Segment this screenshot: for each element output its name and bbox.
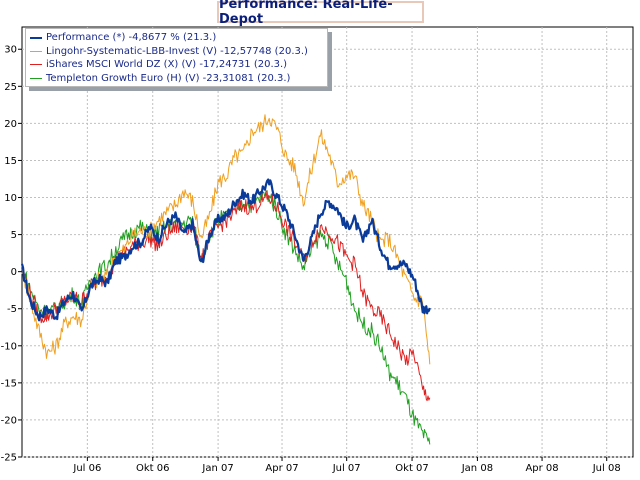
- x-tick-label: Jul 07: [332, 463, 361, 474]
- legend-item: Performance (*) -4,8677 % (21.3.): [30, 31, 327, 45]
- y-axis: -25 -20 -15 -10 -5 0 5 10 15 20 25 30: [1, 45, 22, 464]
- legend-label-ishares: iShares MSCI World DZ (X) (V) -17,24731 …: [46, 59, 288, 71]
- y-tick-label: 0: [11, 267, 17, 278]
- x-tick-label: Apr 07: [265, 463, 298, 474]
- legend-swatch-ishares: [30, 64, 42, 66]
- legend-swatch-lingohr: [30, 50, 42, 52]
- legend-item: Templeton Growth Euro (H) (V) -23,31081 …: [30, 72, 327, 86]
- y-tick-label: 25: [4, 82, 17, 93]
- plot-area: [21, 26, 634, 458]
- y-tick-label: -25: [1, 453, 17, 464]
- grid-lines: [22, 27, 633, 458]
- legend-item: iShares MSCI World DZ (X) (V) -17,24731 …: [30, 58, 327, 72]
- y-tick-label: 5: [11, 230, 17, 241]
- legend-swatch-templeton: [30, 77, 42, 79]
- y-tick-label: 15: [4, 156, 17, 167]
- y-tick-label: 10: [4, 193, 17, 204]
- legend: Performance (*) -4,8677 % (21.3.) Lingoh…: [25, 28, 328, 87]
- legend-label-templeton: Templeton Growth Euro (H) (V) -23,31081 …: [46, 72, 291, 84]
- x-tick-label: Jan 07: [201, 463, 233, 474]
- x-tick-label: Jul 08: [592, 463, 621, 474]
- legend-item: Lingohr-Systematic-LBB-Invest (V) -12,57…: [30, 45, 327, 59]
- y-tick-label: -10: [1, 341, 17, 352]
- x-tick-label: Jan 08: [461, 463, 493, 474]
- series-lines: [20, 114, 431, 445]
- y-tick-label: -5: [7, 304, 17, 315]
- legend-label-performance: Performance (*) -4,8677 % (21.3.): [46, 32, 217, 44]
- x-tick-label: Okt 06: [136, 463, 170, 474]
- x-tick-label: Jul 06: [72, 463, 101, 474]
- y-tick-label: -20: [1, 415, 17, 426]
- legend-swatch-performance: [30, 36, 42, 39]
- y-tick-label: 30: [4, 45, 17, 56]
- series-line-0: [20, 178, 431, 322]
- chart-title: Performance: Real-Life-Depot: [217, 0, 424, 27]
- y-tick-label: -15: [1, 378, 17, 389]
- x-axis: Jul 06 Okt 06 Jan 07 Apr 07 Jul 07 Okt 07 Jan …: [72, 457, 621, 474]
- legend-label-lingohr: Lingohr-Systematic-LBB-Invest (V) -12,57…: [46, 45, 308, 57]
- x-tick-label: Okt 07: [395, 463, 429, 474]
- y-tick-label: 20: [4, 119, 17, 130]
- series-line-3: [21, 190, 431, 445]
- x-tick-label: Apr 08: [525, 463, 558, 474]
